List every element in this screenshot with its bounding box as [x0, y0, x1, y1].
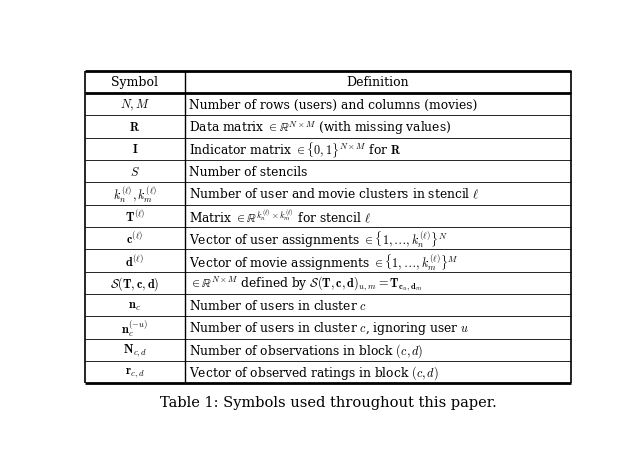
Text: Symbol: Symbol	[111, 76, 158, 89]
Text: $\mathbf{d}^{(\ell)}$: $\mathbf{d}^{(\ell)}$	[125, 253, 144, 269]
Text: Number of rows (users) and columns (movies): Number of rows (users) and columns (movi…	[189, 99, 477, 112]
Text: Matrix $\in \mathbb{R}^{k_n^{(\ell)}\times k_m^{(\ell)}}$ for stencil $\ell$: Matrix $\in \mathbb{R}^{k_n^{(\ell)}\tim…	[189, 207, 371, 225]
Text: $\mathbf{r}_{c,d}$: $\mathbf{r}_{c,d}$	[125, 366, 145, 379]
Text: $\mathbf{n}_c$: $\mathbf{n}_c$	[128, 299, 141, 312]
Text: $N, M$: $N, M$	[120, 97, 150, 113]
Text: $\in \mathbb{R}^{N\times M}$ defined by $\mathcal{S}(\mathbf{T}, \mathbf{c}, \ma: $\in \mathbb{R}^{N\times M}$ defined by …	[189, 274, 422, 293]
Text: Definition: Definition	[346, 76, 409, 89]
Text: $\mathbf{n}_c^{(-u)}$: $\mathbf{n}_c^{(-u)}$	[122, 318, 148, 338]
Text: Number of users in cluster $c$, ignoring user $u$: Number of users in cluster $c$, ignoring…	[189, 319, 468, 336]
Text: $\mathbf{I}$: $\mathbf{I}$	[132, 143, 138, 156]
Text: Vector of movie assignments $\in \{1,\ldots,k_m^{(\ell)}\}^M$: Vector of movie assignments $\in \{1,\ld…	[189, 251, 458, 271]
Text: Indicator matrix $\in \{0,1\}^{N\times M}$ for $\mathbf{R}$: Indicator matrix $\in \{0,1\}^{N\times M…	[189, 140, 401, 159]
Text: $\mathbf{T}^{(\ell)}$: $\mathbf{T}^{(\ell)}$	[125, 208, 145, 225]
Text: Number of stencils: Number of stencils	[189, 165, 307, 178]
Text: $\mathcal{S}(\mathbf{T}, \mathbf{c}, \mathbf{d})$: $\mathcal{S}(\mathbf{T}, \mathbf{c}, \ma…	[110, 275, 159, 292]
Text: Table 1: Symbols used throughout this paper.: Table 1: Symbols used throughout this pa…	[159, 395, 497, 409]
Text: Vector of user assignments $\in \{1,\ldots,k_n^{(\ell)}\}^N$: Vector of user assignments $\in \{1,\ldo…	[189, 229, 447, 249]
Text: Number of user and movie clusters in stencil $\ell$: Number of user and movie clusters in ste…	[189, 187, 479, 201]
Text: Number of observations in block $(c, d)$: Number of observations in block $(c, d)$	[189, 341, 423, 359]
Text: Number of users in cluster $c$: Number of users in cluster $c$	[189, 299, 367, 313]
Text: $\mathbf{c}^{(\ell)}$: $\mathbf{c}^{(\ell)}$	[126, 231, 143, 247]
Text: $\mathbf{R}$: $\mathbf{R}$	[129, 121, 140, 134]
Text: $\mathbf{N}_{c,d}$: $\mathbf{N}_{c,d}$	[123, 342, 147, 358]
Text: $k_n^{(\ell)}, k_m^{(\ell)}$: $k_n^{(\ell)}, k_m^{(\ell)}$	[113, 184, 157, 204]
Text: $S$: $S$	[130, 165, 140, 178]
Text: Data matrix $\in \mathbb{R}^{N\times M}$ (with missing values): Data matrix $\in \mathbb{R}^{N\times M}$…	[189, 119, 451, 136]
Text: Vector of observed ratings in block $(c, d)$: Vector of observed ratings in block $(c,…	[189, 363, 438, 381]
